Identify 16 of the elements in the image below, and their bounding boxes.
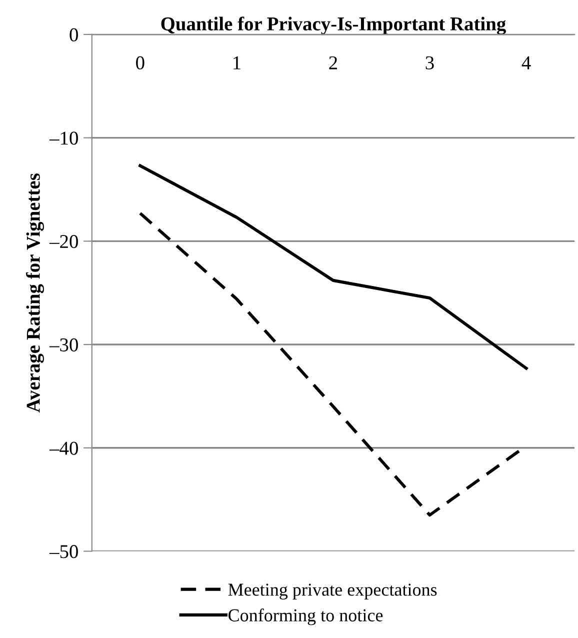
x-tick-label: 3 — [426, 56, 434, 70]
x-tick-label: 2 — [329, 56, 338, 70]
y-tick-label: 0 — [70, 28, 78, 42]
legend-label: Meeting private expectations — [228, 584, 437, 600]
x-tick-label: 1 — [234, 56, 240, 70]
x-tick-label: 0 — [136, 56, 144, 70]
y-tick-label: –30 — [49, 338, 78, 352]
y-tick-label: –10 — [49, 132, 78, 145]
y-axis-title: Average Rating for Vignettes — [26, 174, 44, 412]
legend-label: Conforming to notice — [228, 608, 383, 626]
y-tick-label: –50 — [49, 545, 78, 558]
line-series — [138, 164, 528, 370]
x-tick-label: 4 — [522, 56, 531, 70]
x-axis-title: Quantile for Privacy-Is-Important Rating — [161, 16, 506, 35]
y-tick-label: –40 — [49, 442, 78, 455]
y-tick-label: –20 — [49, 234, 78, 248]
